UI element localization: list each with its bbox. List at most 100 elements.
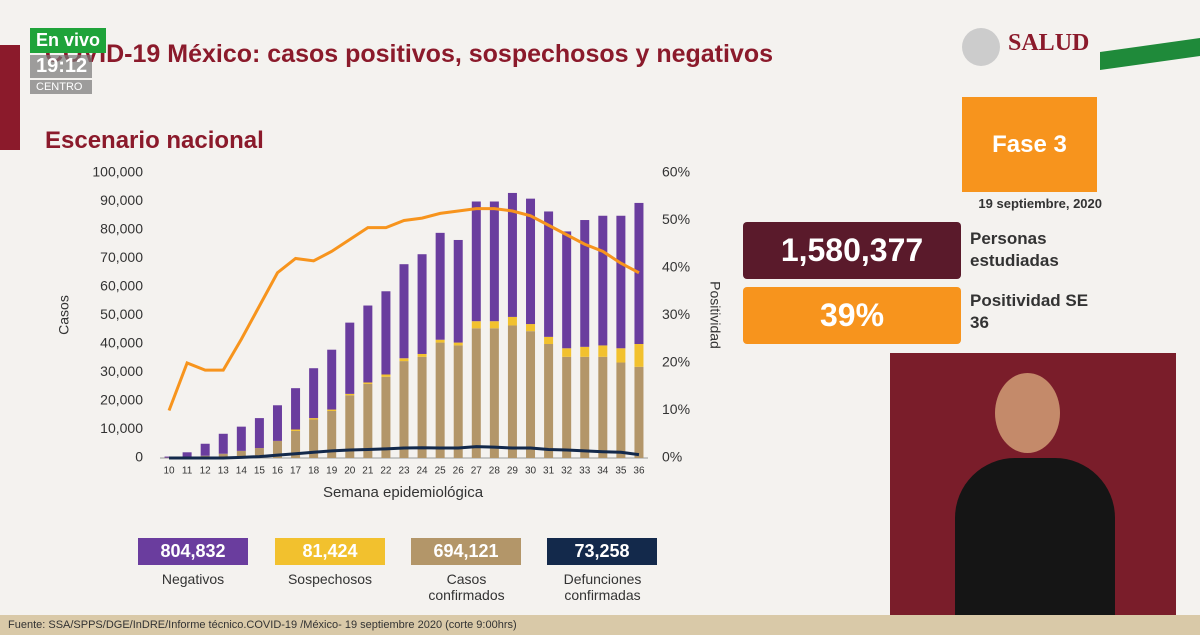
interpreter-video [890,353,1176,615]
bar-segment [562,356,572,458]
x-tick-label: 14 [236,466,248,477]
bar-segment [363,382,373,384]
positivity-value: 39% [743,287,961,344]
bar-segment [435,339,445,343]
y-axis-label: Casos [56,295,72,335]
bar-segment [381,291,391,375]
bar-segment [272,405,282,441]
y-tick-label: 30,000 [100,363,143,379]
x-tick-label: 33 [579,466,591,477]
positivity-label: Positividad SE 36 [970,291,1089,332]
x-tick-label: 18 [308,466,320,477]
bar-segment [616,348,626,363]
line-series [167,207,640,412]
footer: Fuente: SSA/SPPS/DGE/InDRE/Informe técni… [0,615,1200,635]
bar-segment [598,345,608,357]
bar-segment [634,344,644,367]
x-tick-label: 29 [507,466,519,477]
legend-total: 694,121 [411,538,521,565]
x-tick-label: 23 [398,466,410,477]
date: 19 septiembre, 2020 [978,196,1102,211]
y-tick-label: 60,000 [100,278,143,294]
x-tick-label: 11 [182,466,193,477]
clock: 19:12 [30,55,92,78]
chart: Casos Positividad Semana epidemiológica … [56,164,724,501]
clock-zone: CENTRO [30,80,92,94]
bar-segment [562,231,572,349]
line-series [169,445,640,460]
title: COVID-19 México: casos positivos, sospec… [45,40,774,68]
legend-total: 804,832 [138,538,248,565]
bar-segment [200,443,210,456]
y2-tick-label: 40% [662,259,690,275]
bar-segment [544,211,554,337]
bar-segment [236,426,246,451]
bar-segment [345,395,355,458]
x-tick-label: 24 [417,466,429,477]
bar-segment [435,342,445,458]
y-tick-label: 100,000 [92,164,143,180]
x-tick-label: 28 [489,466,501,477]
y2-tick-label: 20% [662,354,690,370]
bar-segment [218,433,228,454]
y-tick-label: 70,000 [100,249,143,265]
interpreter-head [995,373,1060,453]
y-tick-label: 80,000 [100,221,143,237]
logo-seal [962,28,1000,66]
bar-segment [291,430,301,458]
accent-bar [0,45,20,150]
y2-tick-label: 30% [662,306,690,322]
bar-segment [507,316,517,326]
bar-segment [634,366,644,458]
bar-segment [399,358,409,362]
bar-segment [435,232,445,340]
bar-segment [526,331,536,458]
phase-box: Fase 3 [962,97,1097,192]
bar-segment [327,409,337,411]
y2-axis-label: Positividad [707,281,723,349]
bar-segment [254,448,264,458]
x-tick-label: 12 [200,466,212,477]
x-tick-label: 19 [326,466,338,477]
x-tick-label: 15 [254,466,266,477]
y2-tick-label: 10% [662,401,690,417]
bar-segment [562,348,572,357]
bar-segment [453,342,463,346]
bar-segment [381,376,391,458]
flag-band [1100,37,1200,71]
bar-segment [471,201,481,322]
bar-segment [291,429,301,431]
bar-segment [580,346,590,357]
x-tick-label: 20 [344,466,356,477]
x-axis-label: Semana epidemiológica [323,484,484,501]
x-tick-label: 35 [615,466,627,477]
y-tick-label: 0 [135,449,143,465]
x-tick-label: 16 [272,466,284,477]
bar-segment [544,344,554,458]
bar-segment [291,388,301,430]
y2-tick-label: 60% [662,164,690,180]
bar-segment [580,356,590,458]
x-tick-label: 13 [218,466,230,477]
y2-tick-label: 0% [662,449,682,465]
bar-segment [453,239,463,343]
bar-segment [616,215,626,349]
bar-segment [309,419,319,458]
bar-segment [471,328,481,458]
people-label: Personas estudiadas [970,229,1059,270]
bar-segment [507,192,517,317]
bar-segment [345,322,355,394]
x-tick-label: 22 [380,466,392,477]
bar-segment [580,220,590,347]
legend-label: Sospechosos [287,571,373,587]
bar-segment [471,321,481,329]
x-tick-label: 34 [597,466,609,477]
people-value: 1,580,377 [743,222,961,279]
bar-segment [598,215,608,346]
y2-tick-label: 50% [662,211,690,227]
bar-segment [399,361,409,458]
bar-segment [526,198,536,325]
y-tick-label: 10,000 [100,420,143,436]
bar-segment [489,321,499,329]
bar-segment [598,356,608,458]
